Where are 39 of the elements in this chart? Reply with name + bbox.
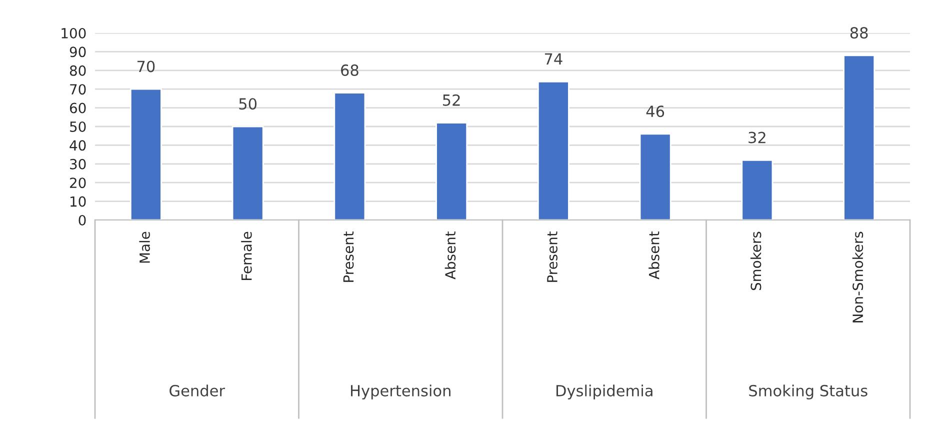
x-tick-label: Absent	[648, 231, 660, 280]
x-tick-label: Non-Smokers	[852, 232, 864, 322]
y-tick-label: 100	[62, 28, 86, 38]
bar	[537, 80, 570, 220]
y-tick-label: 50	[70, 121, 86, 132]
y-tick-label: 10	[70, 196, 86, 207]
bar	[232, 126, 264, 220]
y-tick-label: 90	[70, 46, 86, 58]
x-tick-label: Absent	[444, 231, 456, 280]
data-label: 46	[646, 106, 664, 118]
bar	[334, 92, 366, 220]
text: Hypertension	[351, 384, 450, 400]
x-tick-label: Present	[343, 231, 354, 282]
bar	[843, 54, 876, 220]
data-label: 52	[443, 94, 460, 106]
bar	[741, 159, 774, 220]
y-tick-label: 30	[70, 158, 86, 170]
bar	[639, 133, 672, 220]
y-tick-label: 20	[70, 178, 86, 188]
y-tick-label: 0	[78, 214, 86, 226]
y-tick-label: 80	[70, 65, 86, 76]
data-label: 70	[137, 60, 155, 72]
bar	[436, 122, 468, 220]
x-tick-label: Female	[241, 232, 252, 280]
data-label: 88	[850, 27, 868, 39]
data-label: 50	[239, 98, 257, 110]
y-tick-label: 60	[70, 102, 86, 114]
text: Gender	[170, 384, 226, 396]
x-tick-label: Male	[139, 232, 150, 263]
x-tick-label: Present	[547, 231, 558, 282]
data-label: 32	[748, 132, 766, 144]
data-label: 68	[341, 64, 358, 76]
y-tick-label: 70	[70, 84, 86, 95]
y-tick-label: 40	[70, 140, 86, 151]
x-tick-label: Smokers	[750, 232, 762, 290]
bar	[130, 88, 162, 220]
text: Smoking Status	[749, 384, 868, 400]
text: Dyslipidemia	[556, 384, 652, 400]
data-label: 74	[544, 53, 562, 65]
